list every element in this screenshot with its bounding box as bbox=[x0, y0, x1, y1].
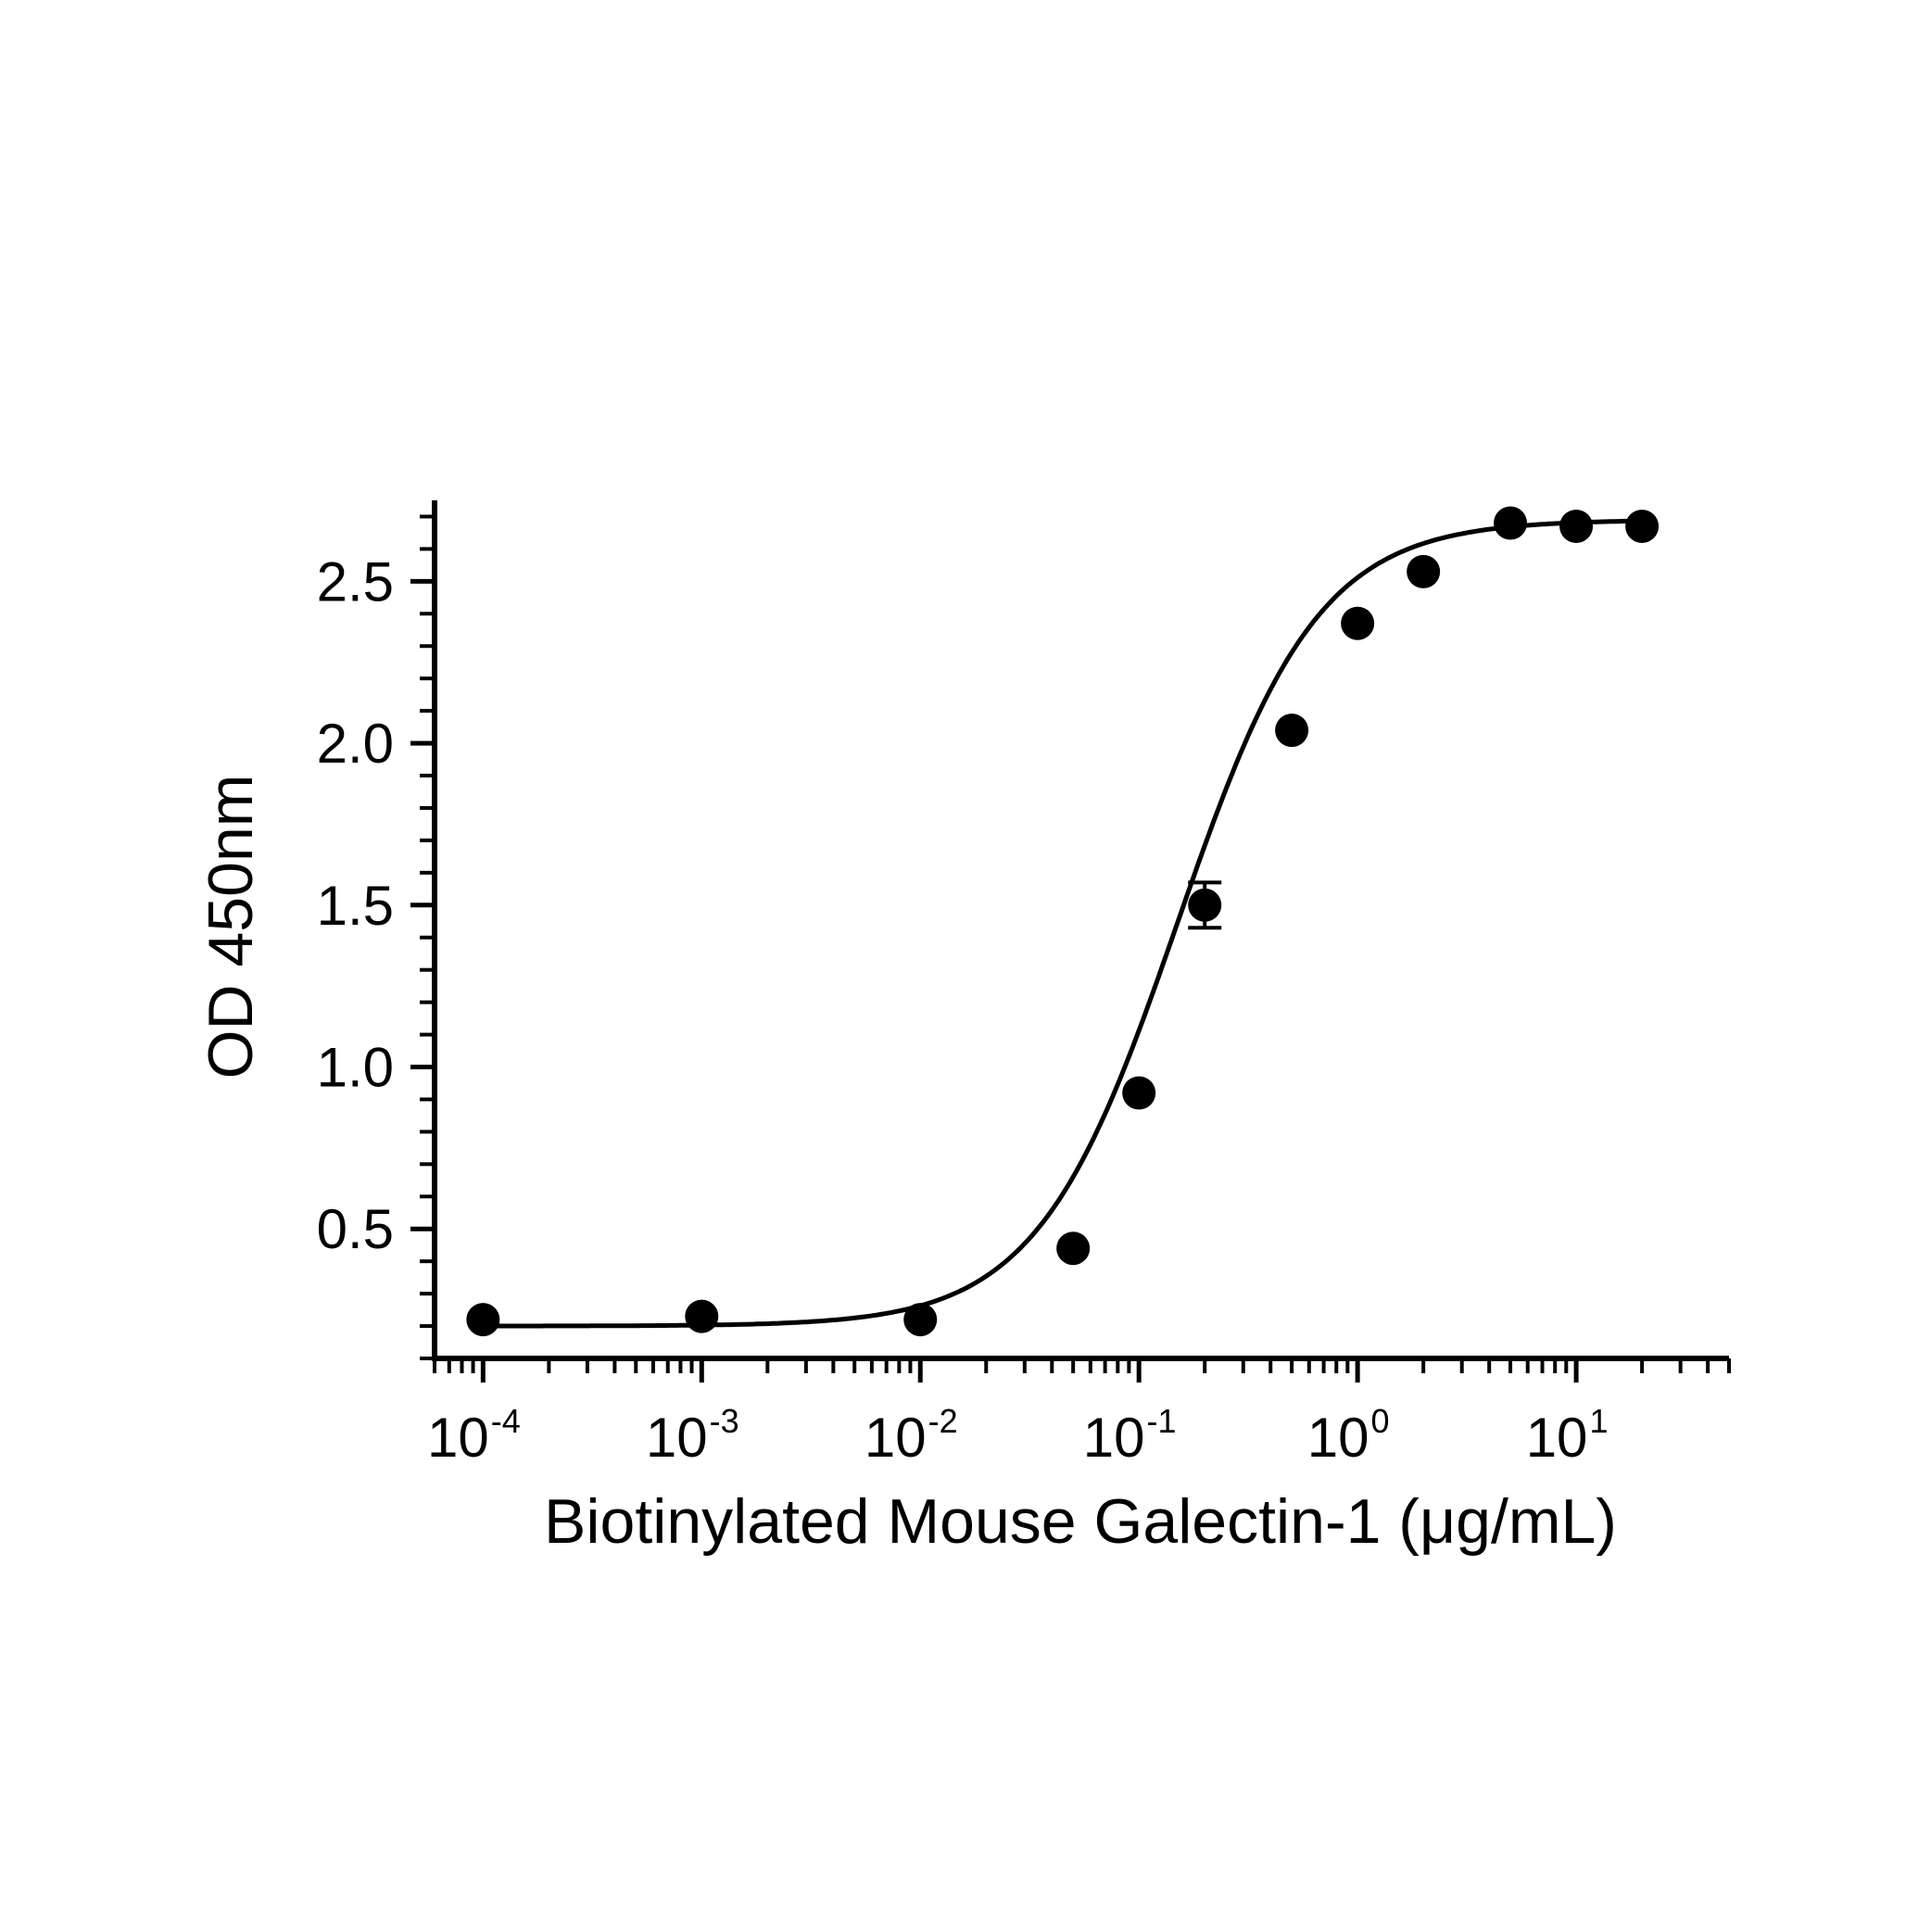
data-point bbox=[1056, 1231, 1091, 1266]
y-tick-label: 1.0 bbox=[317, 1037, 394, 1099]
fit-curve bbox=[483, 518, 1643, 1329]
x-axis: 10-4 10-3 10-2 10-1 100 101 bbox=[427, 1356, 1731, 1469]
data-point bbox=[1341, 606, 1375, 640]
data-point bbox=[903, 1303, 938, 1337]
data-point bbox=[685, 1299, 719, 1333]
x-tick-label: 10-1 bbox=[1083, 1402, 1177, 1469]
y-tick-label: 0.5 bbox=[317, 1198, 394, 1260]
data-point bbox=[1122, 1076, 1156, 1110]
x-tick-label: 10-3 bbox=[646, 1402, 739, 1469]
data-point bbox=[1188, 888, 1222, 922]
y-tick-label: 2.0 bbox=[317, 713, 394, 775]
x-tick-label: 101 bbox=[1526, 1402, 1609, 1469]
data-point bbox=[1625, 509, 1660, 543]
y-tick-label: 1.5 bbox=[317, 875, 394, 937]
data-point bbox=[1407, 554, 1441, 588]
data-point bbox=[466, 1303, 500, 1337]
x-axis-title: Biotinylated Mouse Galectin-1 (μg/mL) bbox=[544, 1486, 1617, 1557]
y-axis-title: OD 450nm bbox=[196, 775, 266, 1080]
data-point bbox=[1559, 509, 1594, 543]
y-tick-label: 2.5 bbox=[317, 550, 394, 612]
data-point bbox=[1494, 506, 1528, 540]
points-layer bbox=[466, 506, 1660, 1337]
data-point bbox=[1275, 713, 1309, 748]
fit-layer bbox=[483, 518, 1643, 1329]
y-axis: 0.5 1.0 1.5 2.0 2.5 bbox=[317, 500, 437, 1361]
x-tick-label: 10-2 bbox=[865, 1402, 958, 1469]
x-tick-label: 100 bbox=[1307, 1402, 1390, 1469]
x-tick-label: 10-4 bbox=[427, 1402, 521, 1469]
